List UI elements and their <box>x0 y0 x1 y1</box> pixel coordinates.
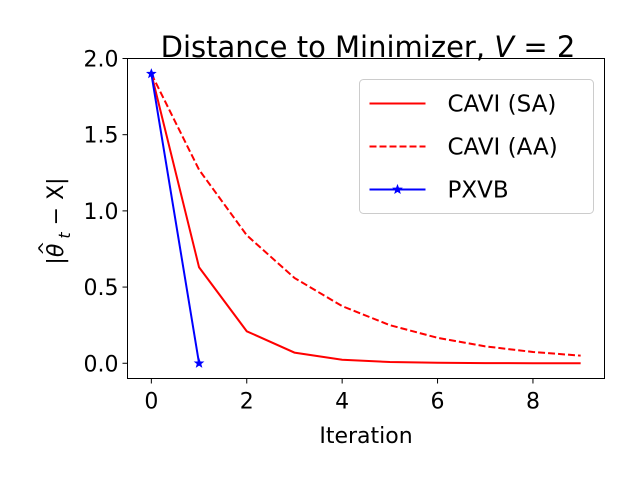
y-tick-label: 2.0 <box>84 48 119 73</box>
legend-label: CAVI (AA) <box>448 135 558 161</box>
data-point <box>193 357 205 368</box>
y-tick-label: 0.5 <box>84 276 119 301</box>
x-tick-label: 2 <box>240 390 254 415</box>
plot-area <box>145 68 581 368</box>
y-tick-label: 1.5 <box>84 124 119 149</box>
legend-label: PXVB <box>448 178 509 204</box>
series-line-cavi-sa <box>150 73 581 365</box>
legend-label: CAVI (SA) <box>448 92 557 118</box>
x-tick-label: 6 <box>431 390 445 415</box>
y-axis-label: |θ^t − X| <box>35 177 74 264</box>
x-axis: 0 2 4 6 8 <box>144 378 540 415</box>
legend: CAVI (SA) CAVI (AA) PXVB <box>359 79 594 214</box>
data-point <box>145 68 157 79</box>
x-tick-label: 4 <box>335 390 349 415</box>
y-tick-label: 1.0 <box>84 200 119 225</box>
x-tick-label: 8 <box>526 390 540 415</box>
y-tick-label: 0.0 <box>84 352 119 377</box>
series-line-cavi-aa <box>150 73 581 357</box>
legend-box <box>359 79 594 214</box>
svg-text:|θ^t − X|: |θ^t − X| <box>35 177 74 264</box>
y-axis: 0.0 0.5 1.0 1.5 2.0 <box>84 48 128 377</box>
x-tick-label: 0 <box>144 390 158 415</box>
legend-marker <box>392 183 403 195</box>
x-axis-label: Iteration <box>319 424 412 449</box>
series-line-pxvb <box>150 73 201 364</box>
axes-frame <box>127 58 605 379</box>
